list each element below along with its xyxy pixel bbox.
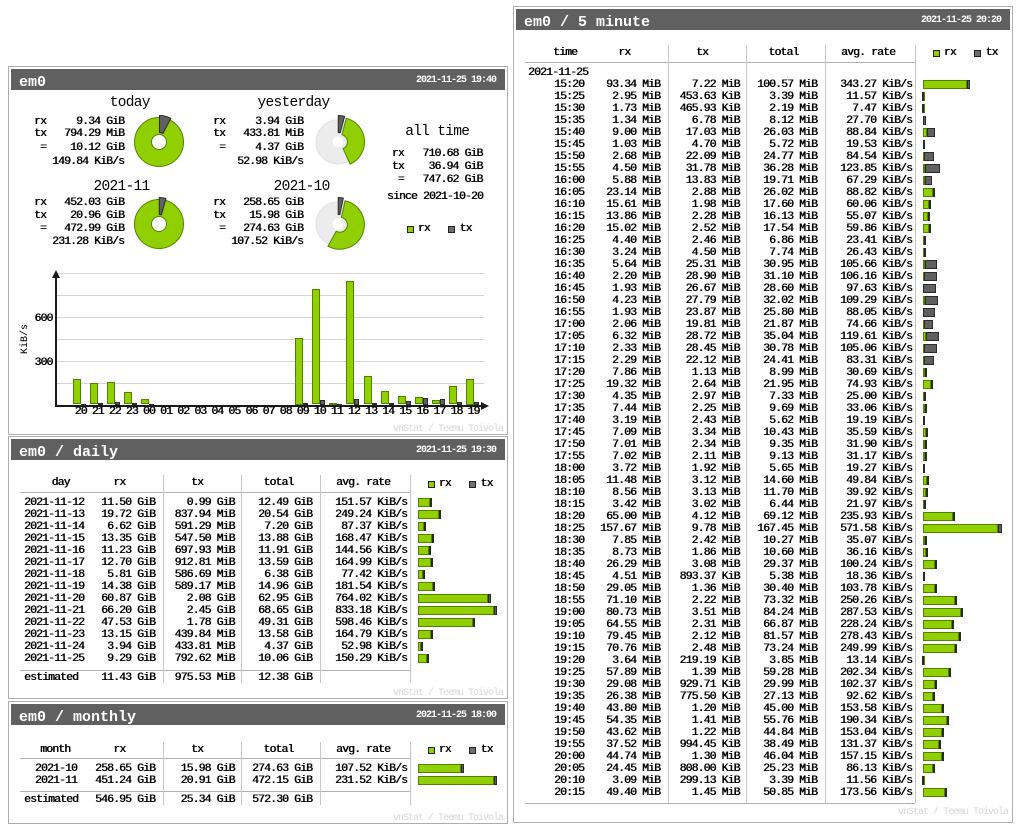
- svg-text:KiB/s: KiB/s: [19, 324, 30, 354]
